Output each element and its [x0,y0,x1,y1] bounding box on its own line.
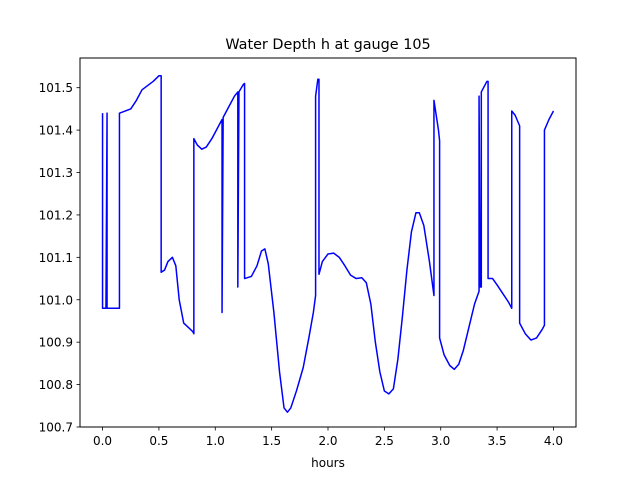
series-group [101,75,555,413]
y-tick-label: 101.0 [39,293,73,307]
y-tick-label: 100.9 [39,336,73,350]
x-tick-label: 3.0 [431,434,450,448]
plot-area [80,58,576,427]
plot-frame [79,57,577,428]
x-axis-label: hours [311,456,345,470]
y-tick-label: 100.8 [39,378,73,392]
x-tick-label: 0.0 [93,434,112,448]
y-tick-label: 101.4 [39,124,73,138]
y-tick-label: 101.2 [39,208,73,222]
y-tick-label: 101.3 [39,166,73,180]
y-tick-label: 101.5 [39,81,73,95]
x-axis-ticks: 0.0 0.5 1.0 1.5 2.0 2.5 3.0 3.5 4.0 [93,427,563,448]
chart-title: Water Depth h at gauge 105 [225,37,430,53]
x-tick-label: 1.5 [262,434,281,448]
x-tick-label: 3.5 [488,434,507,448]
x-tick-label: 1.0 [206,434,225,448]
y-tick-label: 100.7 [39,421,73,435]
series-line-0 [101,75,555,413]
x-tick-label: 2.5 [375,434,394,448]
y-axis-ticks: 100.7 100.8 100.9 101.0 101.1 101.2 101.3 101.4… [39,81,80,435]
x-tick-label: 0.5 [149,434,168,448]
x-tick-label: 4.0 [544,434,563,448]
x-tick-label: 2.0 [318,434,337,448]
y-tick-label: 101.1 [39,251,73,265]
